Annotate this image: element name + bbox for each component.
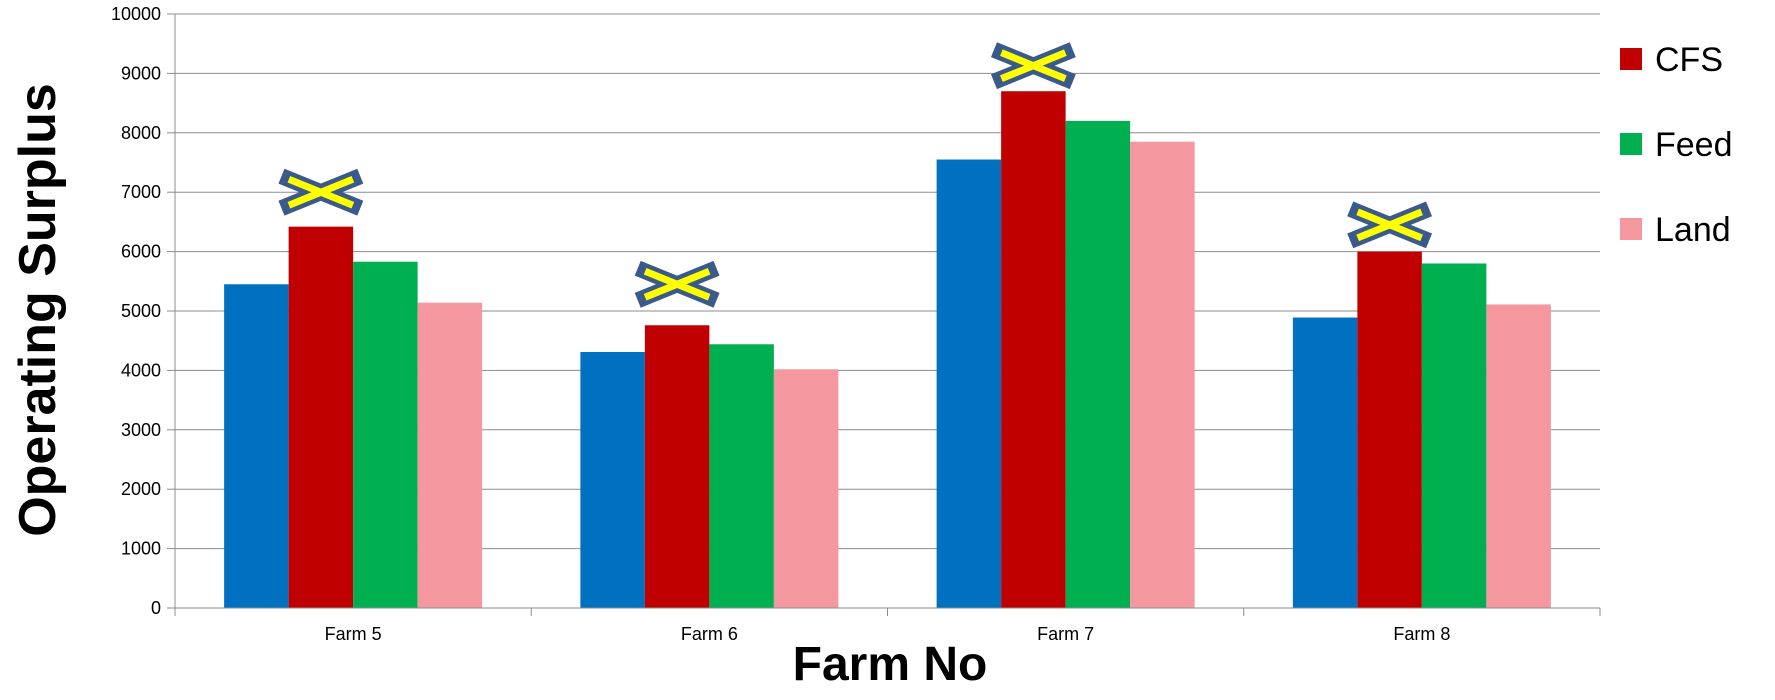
x-mark-fill bbox=[287, 175, 355, 209]
legend-label-feed: Feed bbox=[1655, 126, 1733, 164]
legend-swatch-cfs bbox=[1620, 48, 1642, 70]
y-tick-label: 9000 bbox=[121, 63, 161, 83]
y-tick-label: 6000 bbox=[121, 242, 161, 262]
bars bbox=[224, 91, 1551, 609]
bar-cfs bbox=[644, 325, 710, 608]
y-tick-label: 10000 bbox=[111, 4, 161, 24]
bar-series-1 bbox=[580, 351, 645, 608]
x-category-label: Farm 8 bbox=[1393, 624, 1450, 644]
legend-label-land: Land bbox=[1655, 211, 1731, 249]
x-mark bbox=[1347, 201, 1433, 249]
x-mark bbox=[634, 260, 720, 308]
cfs-markers bbox=[278, 42, 1433, 308]
x-mark bbox=[278, 168, 364, 216]
axes: 0 1000 2000 3000 4000 5000 6000 7000 8000 9000 100… bbox=[111, 4, 1601, 644]
bar-feed bbox=[353, 261, 418, 608]
bar-cfs bbox=[1357, 251, 1422, 608]
bar-land bbox=[1130, 141, 1195, 608]
x-mark bbox=[990, 42, 1076, 90]
x-category-label: Farm 7 bbox=[1037, 624, 1094, 644]
bar-feed bbox=[1421, 263, 1487, 608]
legend-label-cfs: CFS bbox=[1655, 41, 1723, 79]
bar-cfs bbox=[288, 226, 354, 609]
bar-feed bbox=[709, 344, 774, 608]
bar-series-1 bbox=[936, 159, 1002, 608]
y-tick-label: 0 bbox=[151, 598, 161, 618]
y-tick-label: 8000 bbox=[121, 123, 161, 143]
bar-cfs bbox=[1001, 91, 1066, 609]
x-mark-fill bbox=[1356, 208, 1423, 242]
y-tick-label: 4000 bbox=[121, 360, 161, 380]
bar-feed bbox=[1065, 120, 1131, 609]
x-mark-fill bbox=[643, 268, 711, 301]
bar-series-1 bbox=[1292, 317, 1358, 608]
y-tick-label: 1000 bbox=[121, 539, 161, 559]
y-tick-label: 3000 bbox=[121, 420, 161, 440]
y-axis-title: Operating Surplus bbox=[9, 83, 67, 537]
x-axis-title: Farm No bbox=[793, 638, 988, 691]
x-category-label: Farm 5 bbox=[325, 624, 382, 644]
bar-land bbox=[417, 302, 483, 608]
legend: CFS Feed Land bbox=[1620, 41, 1733, 249]
y-tick-label: 5000 bbox=[121, 301, 161, 321]
x-mark-fill bbox=[1000, 49, 1067, 82]
y-tick-label: 7000 bbox=[121, 182, 161, 202]
bar-land bbox=[1486, 304, 1551, 608]
legend-swatch-land bbox=[1620, 218, 1642, 240]
y-tick-label: 2000 bbox=[121, 479, 161, 499]
legend-swatch-feed bbox=[1620, 133, 1642, 155]
x-category-label: Farm 6 bbox=[681, 624, 738, 644]
bar-series-1 bbox=[224, 284, 289, 608]
bar-land bbox=[773, 369, 839, 608]
